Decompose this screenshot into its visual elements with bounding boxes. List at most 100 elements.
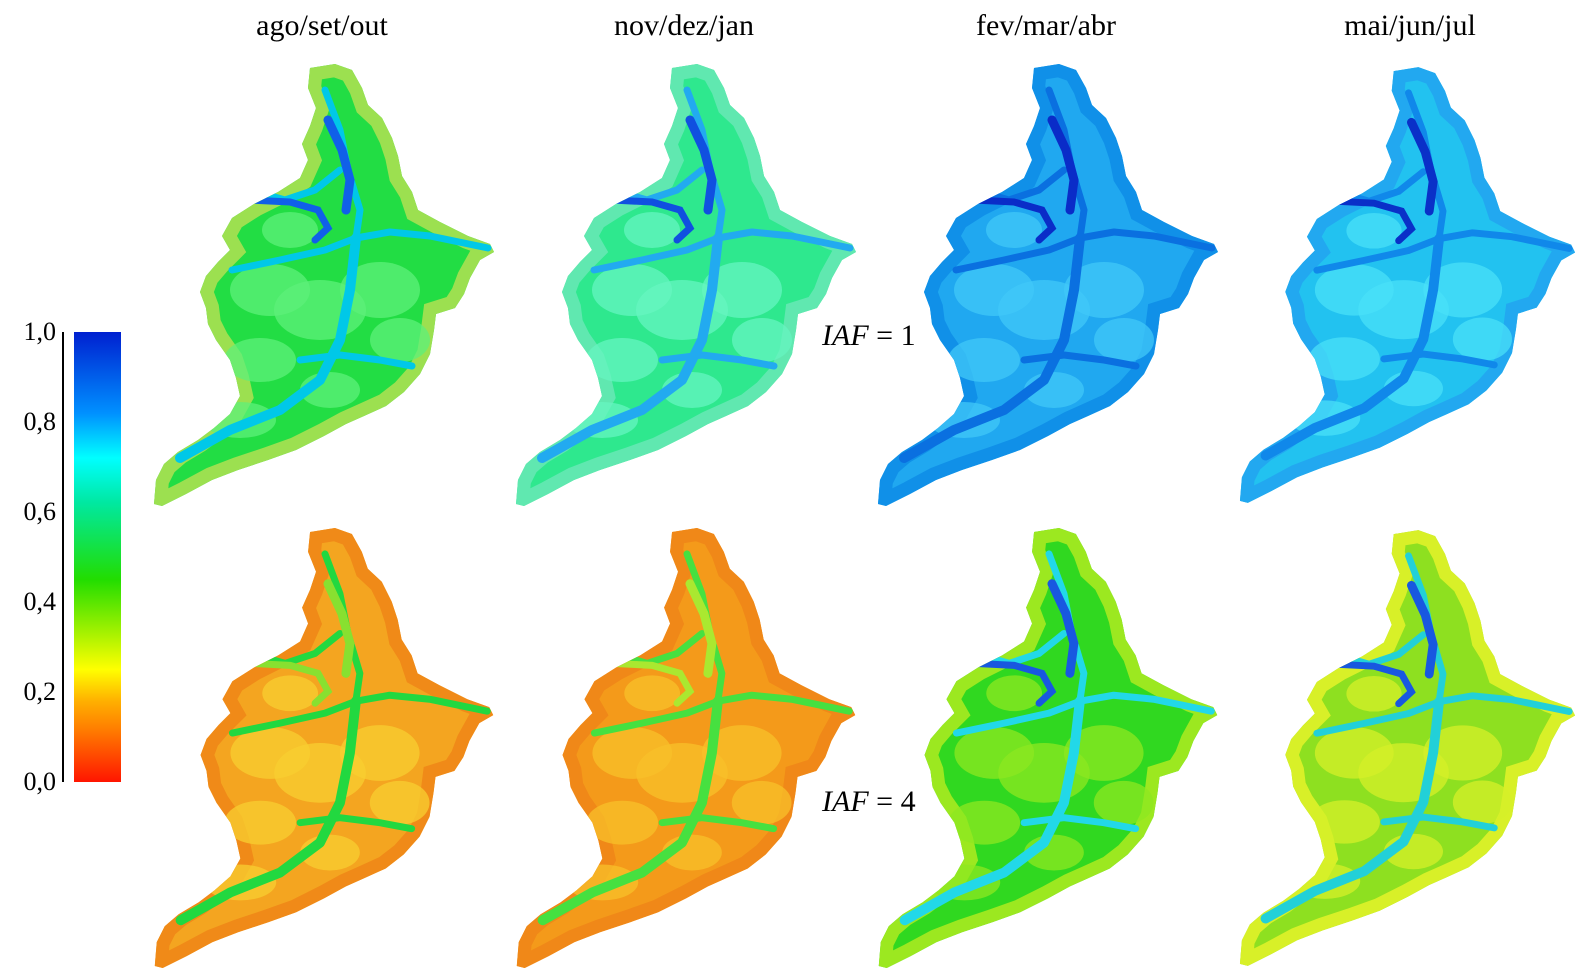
row-label-iaf-1: IAF = 1 [822, 318, 916, 354]
river-channel [1020, 814, 1140, 833]
row-label-var: IAF [822, 785, 869, 818]
river-channel [1076, 691, 1215, 715]
row-label-var: IAF [822, 319, 869, 352]
value-patch [1063, 725, 1144, 781]
deep-channel [970, 196, 1057, 244]
value-patch [340, 262, 420, 318]
value-patch [262, 675, 319, 712]
value-patch [262, 212, 318, 248]
row-label-equals: = [868, 785, 901, 818]
map-iaf1-nov-dez-jan [516, 64, 856, 506]
river-channel [1435, 692, 1573, 715]
colorbar-axis [62, 332, 64, 782]
deep-channel [1047, 579, 1079, 678]
map-iaf4-ago-set-out [154, 527, 494, 969]
deep-channel [608, 196, 695, 244]
deep-channel [608, 659, 695, 707]
colorbar [74, 332, 121, 782]
row-label-equals: = [868, 319, 901, 352]
river-channel [952, 234, 1084, 274]
deep-channel [1331, 197, 1416, 245]
colorbar-tick-0-4: 0,4 [23, 587, 57, 616]
value-patch [986, 675, 1043, 712]
deep-channel [323, 579, 355, 678]
watershed-detail [516, 527, 856, 969]
map-iaf1-mai-jun-jul [1239, 67, 1576, 503]
value-patch [731, 780, 792, 825]
value-patch [1308, 800, 1380, 844]
river-channel [175, 696, 361, 926]
value-patch [369, 780, 430, 825]
value-patch [1064, 262, 1144, 318]
deep-channel [323, 115, 355, 215]
value-patch [224, 800, 297, 845]
deep-channel [246, 659, 333, 707]
river-channel [1435, 229, 1573, 252]
river-channel [590, 697, 722, 737]
river-channel [658, 814, 778, 833]
value-patch [624, 212, 680, 248]
map-iaf1-fev-mar-abr [878, 64, 1218, 506]
river-channel [899, 233, 1085, 463]
watershed-rim [878, 527, 1218, 969]
watershed-detail [878, 527, 1218, 969]
river-channel [296, 814, 416, 833]
river-channel [714, 228, 854, 252]
value-patch [1452, 780, 1512, 824]
value-patch [948, 800, 1021, 845]
colorbar-tick-0-0: 0,0 [23, 767, 57, 796]
river-channel [228, 234, 360, 274]
column-title-nov-dez-jan: nov/dez/jan [614, 9, 754, 42]
value-patch [1346, 676, 1402, 712]
value-patch [370, 318, 430, 362]
river-channel [714, 691, 853, 715]
map-iaf1-ago-set-out [154, 64, 494, 506]
value-patch [1423, 262, 1503, 318]
value-patch [1308, 337, 1380, 381]
value-patch [1094, 318, 1154, 362]
river-channel [175, 233, 361, 463]
value-patch [1093, 780, 1154, 825]
river-channel [1313, 235, 1443, 274]
value-patch [1423, 725, 1503, 781]
map-iaf4-mai-jun-jul [1239, 530, 1576, 966]
value-patch [586, 338, 658, 382]
river-channel [1313, 698, 1443, 737]
river-channel [537, 696, 723, 926]
value-patch [732, 318, 792, 362]
column-title-ago-set-out: ago/set/out [256, 9, 388, 42]
colorbar-tick-1-0: 1,0 [23, 317, 57, 346]
value-patch [339, 725, 420, 781]
value-patch [1346, 213, 1402, 249]
value-patch [224, 338, 296, 382]
watershed-rim [516, 527, 856, 969]
deep-channel [685, 115, 717, 215]
river-channel [899, 696, 1085, 926]
row-label-iaf-4: IAF = 4 [822, 784, 916, 820]
deep-channel [1407, 580, 1438, 679]
colorbar-tick-0-6: 0,6 [23, 497, 57, 526]
row-label-value: 4 [900, 785, 916, 818]
value-patch [948, 338, 1020, 382]
river-channel [590, 234, 722, 274]
river-channel [1076, 228, 1216, 252]
map-iaf4-nov-dez-jan [516, 527, 856, 969]
column-title-fev-mar-abr: fev/mar/abr [976, 9, 1116, 42]
river-channel [1020, 351, 1140, 370]
colorbar-tick-0-2: 0,2 [23, 677, 57, 706]
river-channel [296, 351, 416, 370]
row-label-value: 1 [900, 319, 916, 352]
river-channel [1380, 813, 1498, 832]
river-channel [1260, 233, 1444, 461]
value-patch [986, 212, 1042, 248]
deep-channel [1331, 660, 1416, 708]
river-channel [228, 697, 360, 737]
deep-channel [1407, 117, 1438, 216]
deep-channel [246, 196, 333, 244]
river-channel [352, 228, 492, 252]
river-channel [1260, 696, 1444, 924]
colorbar-tick-0-8: 0,8 [23, 407, 57, 436]
map-iaf4-fev-mar-abr [878, 527, 1218, 969]
river-channel [352, 691, 491, 715]
value-patch [624, 675, 681, 712]
